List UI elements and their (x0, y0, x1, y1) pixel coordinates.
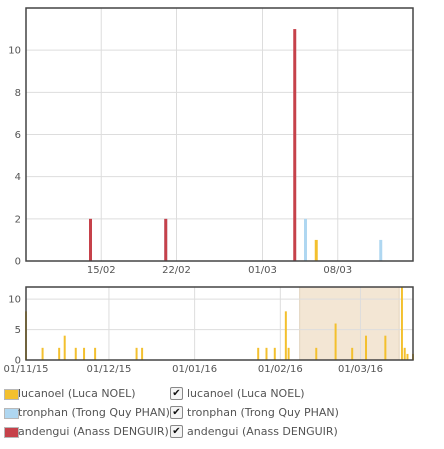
legend-checkbox[interactable]: ✔ (170, 425, 183, 438)
y-tick-label: 6 (15, 130, 21, 141)
y-tick-label: 10 (8, 46, 21, 57)
y-tick-label: 5 (15, 325, 21, 336)
y-tick-label: 2 (15, 214, 21, 225)
bar (287, 347, 290, 360)
bar (406, 353, 409, 360)
legend: lucanoel (Luca NOEL) ✔ lucanoel (Luca NO… (4, 387, 424, 444)
legend-checkbox-label[interactable]: tronphan (Trong Quy PHAN) (187, 406, 339, 419)
bar (403, 347, 406, 360)
legend-swatch (4, 389, 19, 400)
bar (94, 347, 97, 360)
bar (379, 239, 383, 261)
x-tick-label: 01/01/16 (172, 364, 217, 375)
legend-label: lucanoel (Luca NOEL) (18, 387, 136, 400)
bar (41, 347, 44, 360)
legend-row-tronphan[interactable]: tronphan (Trong Quy PHAN) ✔ tronphan (Tr… (4, 406, 424, 425)
overview-plot-frame (25, 286, 414, 361)
bar (164, 218, 168, 261)
bar (284, 311, 287, 360)
x-tick-label: 22/02 (162, 265, 191, 276)
legend-row-andengui[interactable]: andengui (Anass DENGUIR) ✔ andengui (Ana… (4, 425, 424, 444)
selection-range (299, 286, 400, 361)
x-tick-label: 01/03/16 (338, 364, 383, 375)
x-tick-label: 01/02/16 (258, 364, 303, 375)
bar (304, 218, 307, 261)
legend-row-lucanoel[interactable]: lucanoel (Luca NOEL) ✔ lucanoel (Luca NO… (4, 387, 424, 406)
bar (83, 347, 86, 360)
bar (257, 347, 260, 360)
bar (135, 347, 138, 360)
legend-checkbox-label[interactable]: andengui (Anass DENGUIR) (187, 425, 338, 438)
legend-checkbox[interactable]: ✔ (170, 406, 183, 419)
bar (351, 347, 354, 360)
x-tick-label: 08/03 (323, 265, 352, 276)
bar (314, 239, 318, 261)
legend-checkbox-label[interactable]: lucanoel (Luca NOEL) (187, 387, 305, 400)
legend-label: andengui (Anass DENGUIR) (18, 425, 169, 438)
bar (384, 335, 387, 360)
y-tick-label: 10 (8, 295, 21, 306)
chart-area: 15/02 22/02 01/03 08/03 0 2 4 6 8 10 01/11/15 01/12… (4, 7, 414, 375)
bar (273, 347, 276, 360)
bar (265, 347, 268, 360)
bar (63, 335, 66, 360)
bar (400, 287, 403, 360)
bar (74, 347, 77, 360)
y-tick-label: 8 (15, 88, 21, 99)
y-tick-label: 0 (15, 356, 21, 367)
bar (315, 347, 318, 360)
bar (293, 29, 297, 262)
legend-swatch (4, 408, 19, 419)
legend-label: tronphan (Trong Quy PHAN) (18, 406, 170, 419)
legend-checkbox[interactable]: ✔ (170, 387, 183, 400)
bar (365, 335, 368, 360)
legend-swatch (4, 427, 19, 438)
main-plot-frame (25, 7, 414, 262)
bar (141, 347, 144, 360)
bar (89, 218, 92, 261)
y-tick-label: 0 (15, 257, 21, 268)
x-tick-label: 01/12/15 (86, 364, 131, 375)
bar (58, 347, 61, 360)
x-tick-label: 01/03 (248, 265, 277, 276)
x-tick-label: 01/11/15 (4, 364, 49, 375)
x-tick-label: 15/02 (87, 265, 116, 276)
bar (334, 323, 337, 360)
y-tick-label: 4 (15, 172, 21, 183)
